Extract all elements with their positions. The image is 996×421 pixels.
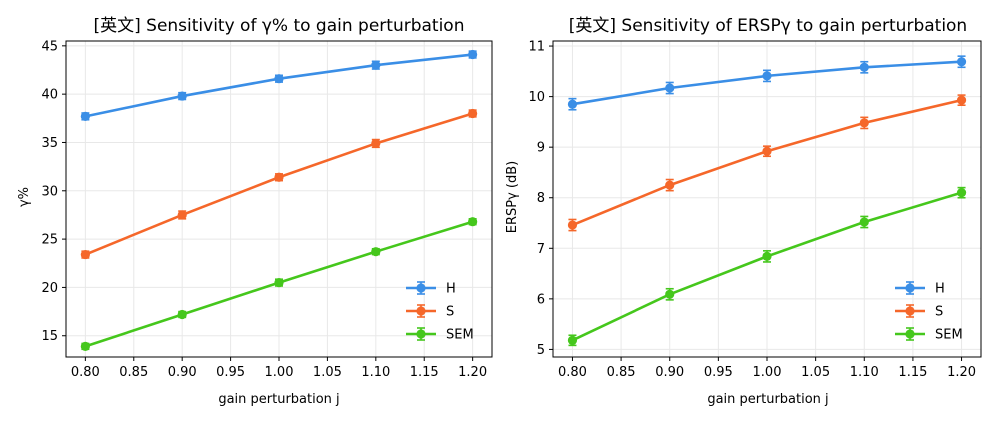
right-chart-x-tick-label: 0.80: [558, 365, 587, 380]
left-chart-series-sem-point: [177, 309, 187, 320]
left-chart-y-tick-label: 35: [41, 136, 58, 151]
left-chart-x-tick-label: 1.10: [361, 365, 390, 380]
right-chart-x-tick-label: 1.05: [801, 365, 830, 380]
right-chart-x-tick-label: 1.15: [898, 365, 927, 380]
right-chart-plot-frame: [552, 40, 982, 358]
left-chart-series-h-point: [177, 91, 187, 101]
left-chart-legend-h-marker: [416, 283, 426, 293]
left-chart-series-h-point: [371, 60, 381, 70]
left-chart-series-s-point: [274, 172, 284, 182]
left-chart-legend-s-label: S: [446, 305, 454, 320]
right-chart-legend-s-label: S: [935, 305, 943, 320]
left-chart-series-s-point: [177, 210, 187, 220]
right-chart-legend-s-marker: [905, 306, 915, 316]
left-chart-legend-sem-marker: [416, 329, 426, 339]
left-chart-x-tick-label: 1.00: [265, 365, 294, 380]
left-chart-y-tick-label: 15: [41, 329, 58, 344]
left-chart-series-sem-point: [468, 217, 478, 227]
left-chart-y-tick-label: 25: [41, 233, 58, 248]
right-chart-series-sem-point: [859, 217, 869, 227]
right-chart-x-tick-label: 1.20: [947, 365, 976, 380]
left-chart-x-tick-label: 0.85: [119, 365, 148, 380]
left-chart-series-s-point: [80, 249, 90, 260]
right-chart-x-tick-label: 1.00: [753, 365, 782, 380]
right-chart-y-tick-label: 9: [537, 141, 545, 156]
right-chart-series-h-point: [859, 62, 869, 72]
right-chart-y-tick-label: 11: [528, 40, 545, 55]
left-chart-x-tick-label: 0.80: [71, 365, 100, 380]
left-chart-series-s-point: [371, 138, 381, 149]
left-chart-legend-h-label: H: [446, 282, 456, 297]
left-chart-y-tick-label: 30: [41, 184, 58, 199]
right-chart-x-tick-label: 0.90: [655, 365, 684, 380]
right-chart-series-sem-point: [665, 289, 675, 299]
left-chart-legend-s-marker: [416, 306, 426, 316]
right-chart-series-s-point: [859, 118, 869, 128]
right-chart-series-s-point: [762, 146, 772, 156]
right-chart-y-tick-label: 10: [528, 90, 545, 105]
left-chart-y-tick-label: 40: [41, 88, 58, 103]
left-chart-series-sem-point: [80, 341, 90, 351]
right-chart-series-sem-point: [762, 251, 772, 261]
right-chart-series-s-point: [567, 220, 578, 230]
right-chart-series-s-point: [665, 180, 675, 190]
right-chart-y-tick-label: 6: [537, 292, 545, 307]
right-chart-ylabel: ERSPγ (dB): [505, 161, 520, 233]
right-chart-legend-h-marker: [905, 283, 915, 293]
left-chart-xlabel: gain perturbation j: [218, 392, 339, 407]
left-chart-x-tick-label: 1.15: [410, 365, 439, 380]
left-chart-x-tick-label: 0.90: [168, 365, 197, 380]
right-chart-y-tick-label: 7: [537, 242, 545, 257]
right-chart-xlabel: gain perturbation j: [707, 392, 828, 407]
right-chart-series-h-point: [956, 57, 967, 67]
left-chart-series-sem-point: [274, 277, 284, 288]
left-chart-plot-frame: [65, 40, 493, 358]
left-chart-y-tick-label: 45: [41, 39, 58, 54]
left-chart-y-tick-label: 20: [41, 281, 58, 296]
right-chart-series-h-point: [567, 99, 578, 109]
right-chart-title: [英文] Sensitivity of ERSPγ to gain pertur…: [569, 16, 967, 36]
right-chart-series-sem-point: [567, 335, 578, 345]
right-chart-legend-sem-label: SEM: [935, 328, 963, 343]
left-chart-x-tick-label: 0.95: [216, 365, 245, 380]
right-chart-y-tick-label: 8: [537, 191, 545, 206]
right-chart-series-h-point: [762, 71, 772, 81]
right-chart-panel: [英文] Sensitivity of ERSPγ to gain pertur…: [505, 16, 982, 407]
left-chart-ylabel: γ%: [17, 187, 32, 207]
right-chart-x-tick-label: 1.10: [850, 365, 879, 380]
right-chart-x-tick-label: 0.95: [704, 365, 733, 380]
left-chart-title: [英文] Sensitivity of γ% to gain perturbat…: [93, 16, 464, 36]
left-chart-panel: [英文] Sensitivity of γ% to gain perturbat…: [17, 16, 493, 407]
left-chart-series-h-point: [468, 49, 478, 60]
right-chart-legend-h-label: H: [935, 282, 945, 297]
right-chart-x-tick-label: 0.85: [607, 365, 636, 380]
right-chart-series-sem-point: [956, 188, 967, 198]
left-chart-legend-sem-label: SEM: [446, 328, 474, 343]
left-chart-series-s-point: [468, 108, 478, 119]
left-chart-x-tick-label: 1.20: [458, 365, 487, 380]
right-chart-series-s-point: [956, 95, 967, 105]
left-chart-series-sem-point: [371, 247, 381, 257]
left-chart-series-h-point: [80, 111, 90, 121]
left-chart-series-h-point: [274, 74, 284, 84]
right-chart-series-h-point: [665, 83, 675, 93]
left-chart-x-tick-label: 1.05: [313, 365, 342, 380]
right-chart-y-tick-label: 5: [537, 343, 545, 358]
right-chart-legend-sem-marker: [905, 329, 915, 339]
